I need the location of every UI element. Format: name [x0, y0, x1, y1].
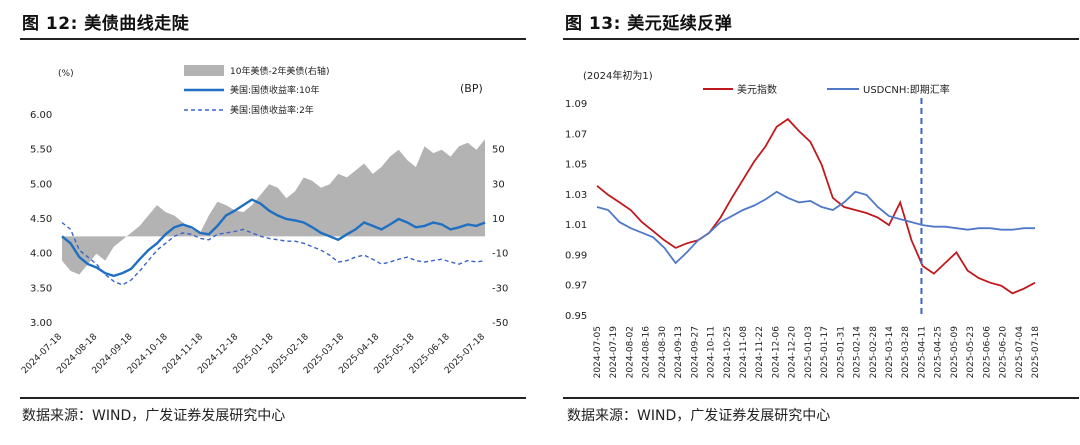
x-tick-label: 2025-06-20	[999, 326, 1009, 379]
y-left-tick-label: 4.00	[30, 249, 52, 260]
usdcnh-line	[596, 190, 1035, 265]
x-tick-label: 2024-09-13	[674, 326, 684, 378]
title-divider	[20, 38, 526, 40]
chart-panel-yields: 图 12: 美债曲线走陡 (%) (BP) 6.00 5.50 5.00 4.50 4.00…	[20, 14, 526, 424]
y-tick-label: 1.03	[565, 190, 587, 201]
x-tick-label: 2024-08-02	[625, 326, 635, 378]
y-tick-label: 1.07	[565, 129, 587, 140]
x-tick-label: 2025-04-25	[934, 326, 944, 378]
y-left-tick-label: 3.00	[30, 318, 52, 329]
x-tick-label: 2025-02-28	[869, 326, 879, 379]
x-tick-label: 2025-05-09	[950, 326, 960, 379]
legend-label-10y: 美国:国债收益率:10年	[230, 84, 320, 96]
y-tick-label: 0.95	[565, 311, 587, 322]
yield-curve-chart: (%) (BP) 6.00 5.50 5.00 4.50 4.00 3.50 3.00 50 30 1…	[20, 65, 508, 376]
y-axis-unit: (2024年初为1)	[583, 69, 653, 82]
legend-label-2y: 美国:国债收益率:2年	[230, 104, 314, 116]
x-tick-label: 2024-11-22	[755, 326, 765, 378]
legend-swatch-spread	[184, 65, 224, 76]
chart-title: 图 13: 美元延续反弹	[565, 14, 733, 34]
x-tick-label: 2025-04-11	[917, 326, 927, 378]
x-tick-label: 2025-03-14	[885, 326, 895, 379]
x-tick-label: 2025-01-03	[804, 326, 814, 378]
y-left-tick-label: 5.50	[30, 145, 52, 156]
x-tick-label: 2025-01-17	[820, 326, 830, 378]
y-tick-label: 1.01	[565, 220, 587, 231]
left-axis-unit: (%)	[58, 69, 74, 79]
x-tick-label: 2024-07-19	[609, 326, 619, 379]
legend-label-dollar: 美元指数	[737, 83, 777, 96]
chart-panel-dollar: 图 13: 美元延续反弹 (2024年初为1) 1.09 1.07 1.05 1.03 1…	[555, 0, 1080, 445]
y-right-tick-label: 50	[492, 145, 505, 156]
y-tick-label: 0.97	[565, 281, 587, 292]
footer-divider	[20, 397, 526, 399]
dollar-index-line	[596, 117, 1036, 295]
x-tick-label: 2024-10-25	[723, 326, 733, 378]
y-right-tick-label: 30	[492, 179, 505, 190]
x-tick-label: 2024-12-20	[788, 326, 798, 379]
x-tick-label: 2025-01-31	[836, 326, 846, 378]
y-left-tick-label: 3.50	[30, 283, 52, 294]
y-left-tick-label: 5.00	[30, 179, 52, 190]
y-right-tick-label: -10	[492, 249, 508, 260]
x-tick-label: 2024-12-06	[771, 326, 781, 379]
data-source: 数据来源：WIND，广发证券发展研究中心	[22, 408, 286, 424]
x-tick-label: 2024-08-16	[642, 326, 652, 379]
y-tick-label: 1.05	[565, 160, 587, 171]
y-right-tick-label: 10	[492, 214, 505, 225]
y-tick-label: 0.99	[565, 250, 587, 261]
chart-title: 图 12: 美债曲线走陡	[22, 14, 190, 34]
x-tick-label: 2025-02-14	[853, 326, 863, 379]
x-tick-label: 2025-07-18	[1031, 326, 1041, 379]
x-tick-label: 2024-08-30	[658, 326, 668, 379]
footer-divider	[563, 397, 1079, 399]
legend-label-usdcnh: USDCNH:即期汇率	[863, 83, 950, 96]
x-tick-label: 2025-07-04	[1015, 326, 1025, 379]
y-tick-label: 1.09	[565, 99, 587, 110]
x-tick-label: 2025-05-23	[966, 326, 976, 378]
x-tick-label: 2025-03-28	[901, 326, 911, 379]
title-divider	[563, 38, 1079, 40]
y-left-tick-label: 6.00	[30, 110, 52, 121]
right-axis-unit: (BP)	[460, 82, 483, 95]
x-tick-label: 2024-11-08	[739, 326, 749, 379]
y-right-tick-label: -30	[492, 283, 508, 294]
x-tick-label: 2024-10-11	[707, 326, 717, 378]
data-source: 数据来源：WIND，广发证券发展研究中心	[567, 408, 831, 424]
spread-area	[62, 139, 485, 275]
x-tick-label: 2025-06-06	[982, 326, 992, 379]
legend-label-spread: 10年美债-2年美债(右轴)	[230, 65, 329, 77]
y-left-tick-label: 4.50	[30, 214, 52, 225]
x-tick-label: 2024-07-05	[593, 326, 603, 378]
y-right-tick-label: -50	[492, 318, 508, 329]
dollar-index-chart: (2024年初为1) 1.09 1.07 1.05 1.03 1.01 0.99 0.97 0.…	[565, 69, 1041, 379]
x-tick-label: 2024-09-27	[690, 326, 700, 378]
yield-2y-line	[61, 221, 486, 286]
yield-10y-line	[61, 198, 486, 278]
